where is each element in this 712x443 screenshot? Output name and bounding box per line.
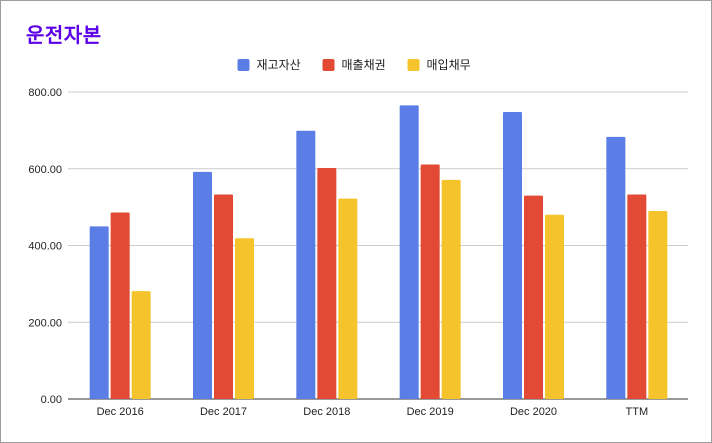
legend-swatch: [322, 59, 335, 71]
bar-0-3[interactable]: [399, 105, 419, 400]
bar-0-4[interactable]: [503, 111, 522, 399]
y-tick-label: 0.00: [41, 394, 62, 406]
x-axis-ticks: Dec 2016 Dec 2017 Dec 2018 Dec 2019 Dec 2020…: [97, 406, 649, 418]
y-tick-label: 600.00: [28, 164, 62, 176]
bar-1-3[interactable]: [420, 164, 440, 399]
x-tick-label: Dec 2019: [407, 406, 454, 418]
y-tick-label: 800.00: [28, 87, 62, 99]
legend-item-2[interactable]: 매입채무: [407, 58, 471, 72]
bars: [89, 105, 668, 400]
x-tick-label: Dec 2020: [510, 406, 557, 418]
y-tick-label: 200.00: [28, 317, 62, 329]
bar-2-4[interactable]: [545, 214, 564, 399]
x-tick-label: Dec 2017: [200, 406, 247, 418]
legend-label: 매입채무: [427, 58, 471, 72]
bar-0-1[interactable]: [193, 171, 212, 399]
bar-2-0[interactable]: [131, 291, 151, 399]
legend-item-0[interactable]: 재고자산: [237, 58, 301, 72]
bar-1-4[interactable]: [524, 195, 543, 399]
bar-2-1[interactable]: [235, 238, 254, 399]
x-tick-label: TTM: [626, 406, 649, 418]
x-tick-label: Dec 2018: [303, 406, 350, 418]
bar-1-2[interactable]: [317, 167, 337, 399]
legend-item-1[interactable]: 매출채권: [322, 58, 386, 72]
bar-2-2[interactable]: [338, 198, 358, 399]
legend-label: 매출채권: [342, 58, 386, 72]
bar-2-5[interactable]: [648, 210, 668, 399]
legend-label: 재고자산: [257, 58, 301, 72]
legend: 재고자산 매출채권 매입채무: [237, 58, 471, 72]
x-tick-label: Dec 2016: [97, 406, 144, 418]
bar-0-0[interactable]: [89, 226, 109, 399]
y-axis-ticks: 0.00 200.00 400.00 600.00 800.00: [28, 87, 62, 406]
bar-0-5[interactable]: [606, 136, 626, 399]
bar-2-3[interactable]: [441, 179, 461, 399]
gridlines: [68, 91, 688, 400]
y-tick-label: 400.00: [28, 241, 62, 253]
legend-swatch: [407, 59, 420, 71]
legend-swatch: [237, 59, 250, 71]
bar-1-5[interactable]: [627, 194, 647, 399]
chart-title: 운전자본: [26, 23, 102, 47]
bar-1-1[interactable]: [214, 194, 233, 399]
bar-0-2[interactable]: [296, 130, 316, 400]
bar-1-0[interactable]: [110, 212, 130, 399]
